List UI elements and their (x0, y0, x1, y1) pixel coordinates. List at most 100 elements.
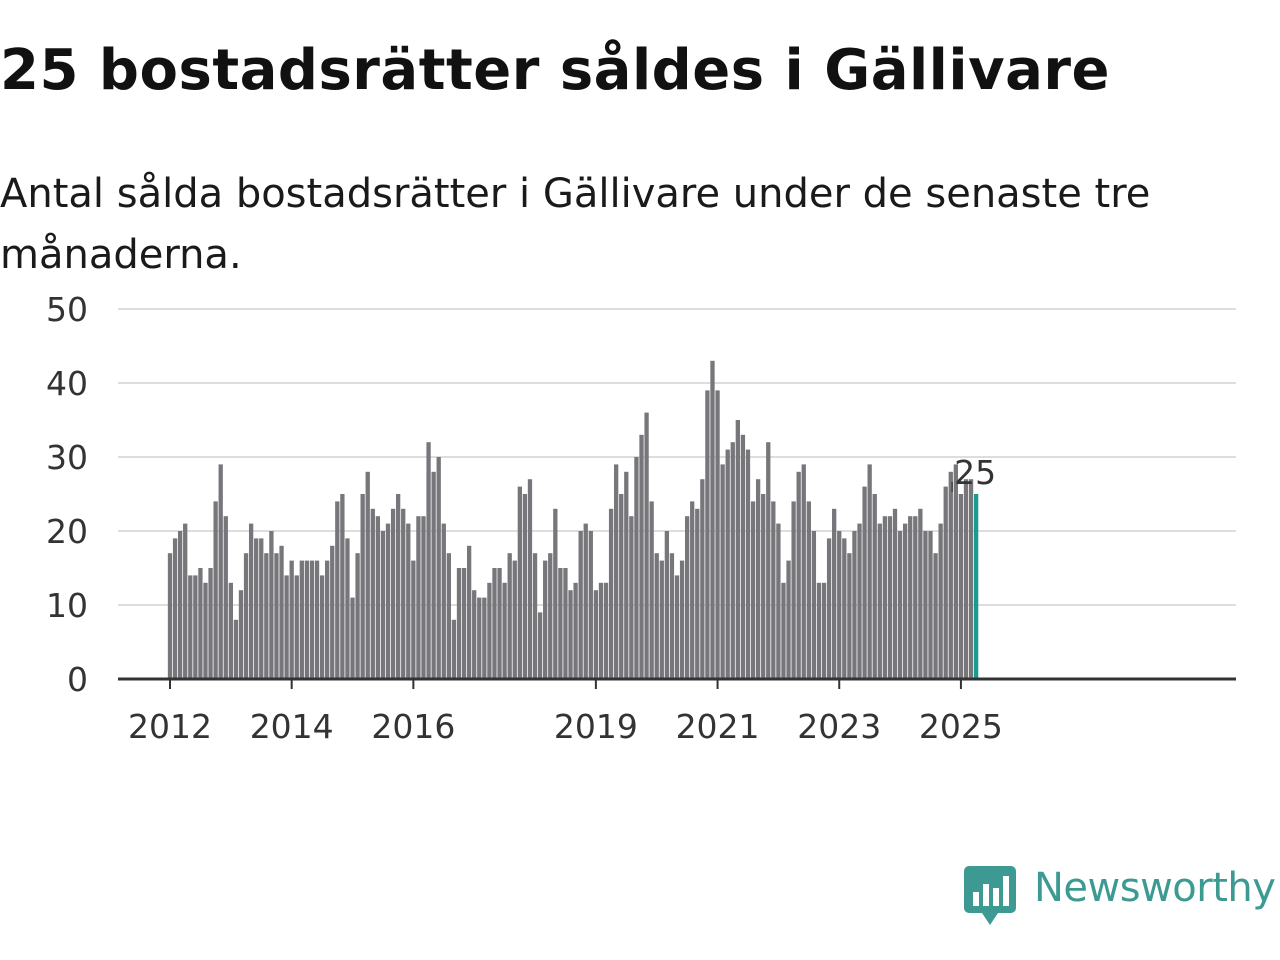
bar (177, 531, 183, 679)
bar (634, 457, 639, 679)
bar (183, 523, 188, 679)
bar (365, 471, 370, 679)
bar (781, 582, 786, 679)
bar (441, 523, 446, 679)
bar (472, 590, 477, 679)
bar (446, 553, 451, 679)
bar (857, 523, 862, 679)
bar (832, 508, 837, 679)
bar (517, 486, 522, 679)
bar (431, 471, 436, 679)
bar (598, 582, 604, 679)
bar (385, 523, 391, 679)
chart-title: 25 bostadsrätter såldes i Gällivare (0, 38, 1110, 103)
bar (837, 531, 842, 679)
bar (761, 494, 766, 679)
bar (436, 457, 441, 679)
bar (695, 508, 700, 679)
bar (659, 560, 664, 679)
bar (796, 471, 801, 679)
bar (811, 531, 817, 679)
bar (264, 553, 269, 679)
bar (882, 516, 888, 679)
bar (928, 531, 933, 679)
bar (953, 464, 958, 679)
bar (203, 582, 208, 679)
bar (188, 575, 193, 679)
bar (304, 560, 310, 679)
bar (482, 597, 487, 679)
bar (279, 545, 284, 679)
bar (715, 390, 720, 679)
bar (380, 531, 386, 679)
bar (497, 568, 502, 679)
bar (593, 590, 599, 679)
bar (167, 553, 173, 679)
bar (629, 516, 634, 679)
bar (619, 494, 624, 679)
bar (654, 553, 659, 679)
bar (172, 538, 178, 679)
bar (274, 553, 279, 679)
bar (806, 501, 811, 679)
bar (243, 553, 249, 679)
bar-latest (973, 494, 979, 679)
bar (527, 479, 533, 679)
bar (248, 523, 254, 679)
bar (750, 501, 756, 679)
latest-value-label: 25 (954, 453, 996, 492)
bar (903, 523, 908, 679)
bar (573, 582, 578, 679)
bar (325, 560, 330, 679)
bar (254, 538, 259, 679)
bar (330, 545, 335, 679)
bar (943, 486, 948, 679)
bar (644, 412, 649, 679)
bar (396, 494, 401, 679)
bar (345, 538, 350, 679)
bar (411, 560, 416, 679)
bar (842, 538, 847, 679)
bar (730, 442, 735, 679)
bar (360, 494, 365, 679)
bar (340, 494, 345, 679)
bar (532, 553, 538, 679)
bar (710, 360, 715, 679)
bar (801, 464, 806, 679)
bar (198, 568, 203, 679)
y-tick-label: 30 (46, 438, 88, 477)
bar (766, 442, 771, 679)
bar (745, 449, 751, 679)
x-tick-label: 2019 (554, 707, 638, 746)
bar (908, 516, 913, 679)
x-tick-label: 2014 (250, 707, 334, 746)
bar (543, 560, 548, 679)
bar (639, 434, 644, 679)
bar (208, 568, 213, 679)
bar (705, 390, 710, 679)
bar (492, 568, 497, 679)
bar (375, 516, 381, 679)
bar (776, 523, 781, 679)
bar (223, 516, 228, 679)
bar (735, 420, 740, 679)
bar (370, 508, 375, 679)
bar (401, 508, 406, 679)
brand-logo[interactable]: Newsworthy (964, 865, 1276, 926)
bar (284, 575, 289, 679)
bar (578, 531, 583, 679)
bar (720, 464, 725, 679)
bar (786, 560, 791, 679)
bar (426, 442, 431, 679)
bar (963, 479, 969, 679)
newsworthy-chart-bubble-icon (964, 866, 1016, 925)
bar (821, 582, 827, 679)
bar (218, 464, 223, 679)
bar (319, 575, 325, 679)
bar (867, 464, 872, 679)
bar (725, 449, 730, 679)
x-tick-label: 2021 (676, 707, 760, 746)
bar (583, 523, 588, 679)
x-tick-label: 2023 (797, 707, 881, 746)
